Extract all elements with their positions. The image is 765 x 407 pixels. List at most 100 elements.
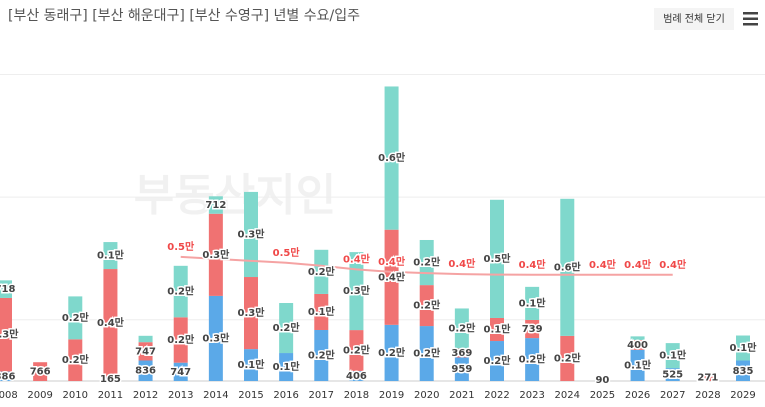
bar-segment: [279, 353, 294, 381]
data-label: 747: [135, 346, 156, 357]
data-label: 0.2만: [519, 353, 547, 366]
data-label: 165: [100, 374, 121, 385]
bar-segment: [525, 286, 540, 320]
x-tick-label: 2010: [63, 390, 88, 401]
bar-segment: [138, 360, 153, 381]
data-label: 0.2만: [62, 353, 90, 366]
data-label: 0.3만: [238, 227, 266, 240]
bar-segment: [173, 317, 188, 363]
data-label: 406: [346, 371, 367, 382]
bar-segment: [208, 213, 223, 296]
x-tick-label: 2009: [27, 390, 52, 401]
bar-segment: [349, 252, 364, 331]
x-tick-label: 2013: [168, 390, 193, 401]
bar-segment: [525, 319, 540, 339]
legend-toggle-label[interactable]: 범례 전체 닫기: [663, 13, 725, 25]
x-tick-label: 2022: [484, 390, 509, 401]
data-label: 747: [170, 367, 191, 378]
data-label: 0.4만: [378, 270, 406, 283]
x-tick-label: 2024: [555, 390, 580, 401]
data-label: 0.3만: [202, 331, 230, 344]
menu-icon[interactable]: [743, 12, 758, 26]
data-label: 0.5만: [484, 252, 512, 265]
x-tick-label: 2011: [98, 390, 123, 401]
x-tick-label: 2016: [273, 390, 298, 401]
x-tick-label: 2026: [625, 390, 650, 401]
bar-segment: [68, 296, 83, 340]
x-tick-label: 2019: [379, 390, 404, 401]
x-tick-label: 2028: [695, 390, 720, 401]
bar-segment: [103, 269, 118, 377]
legend-toggle-button[interactable]: [654, 8, 734, 30]
bar-segment: [490, 317, 504, 342]
data-label: 0.2만: [413, 347, 441, 360]
bar-segment: [630, 349, 645, 381]
bar-segment: [736, 360, 750, 381]
data-label: 0.2만: [413, 299, 441, 312]
data-label: 0.2만: [62, 311, 90, 324]
data-label: 0.2만: [308, 265, 336, 278]
bar-segment: [244, 191, 258, 278]
data-label: 0.1만: [519, 296, 547, 309]
bar-segment: [560, 198, 575, 336]
bar-segment: [490, 341, 504, 381]
x-tick-label: 2008: [0, 390, 18, 401]
x-tick-label: 2020: [414, 390, 439, 401]
x-tick-label: 2025: [590, 390, 615, 401]
bar-segment: [138, 342, 153, 361]
data-label: 0.6만: [378, 151, 406, 164]
bar-segment: [349, 371, 364, 381]
bar-segment: [173, 265, 188, 318]
data-label: 712: [205, 200, 226, 211]
bar-segment: [103, 376, 118, 381]
data-label: 0.2만: [554, 351, 582, 364]
data-label: 90: [595, 375, 609, 386]
bar-segment: [103, 242, 118, 270]
bar-segment: [0, 371, 12, 381]
data-label: 0.2만: [448, 321, 476, 334]
data-label: 0.2만: [167, 333, 195, 346]
bar-segment: [173, 362, 188, 381]
data-label: 0.1만: [484, 323, 512, 336]
chart-title: [부산 동래구] [부산 해운대구] [부산 수영구] 년별 수요/입주: [8, 8, 360, 24]
x-tick-label: 2021: [449, 390, 474, 401]
data-label: 369: [451, 348, 472, 359]
data-label: 0.2만: [378, 346, 406, 359]
bar-segment: [208, 295, 223, 381]
data-label: 0.3만: [202, 248, 230, 261]
bar-segment: [384, 86, 399, 230]
bar-segment: [454, 308, 469, 349]
data-label: 0.4만: [97, 316, 125, 329]
bar-segment: [419, 285, 434, 327]
bar-segment: [560, 335, 575, 381]
data-label: 0.1만: [730, 341, 758, 354]
data-label: 0.1만: [97, 249, 125, 262]
data-label: 0.6만: [554, 260, 582, 273]
line-label: 0.5만: [167, 240, 195, 253]
data-label: 0.1만: [659, 349, 687, 362]
x-tick-label: 2027: [660, 390, 685, 401]
data-label: 0.1만: [273, 360, 301, 373]
line-label: 0.4만: [659, 258, 687, 271]
data-label: 0.2만: [308, 348, 336, 361]
data-label: 739: [522, 324, 543, 335]
bar-segment: [244, 277, 258, 350]
data-label: 0.1만: [238, 358, 266, 371]
data-label: 0.3만: [0, 328, 19, 341]
data-label: 0.2만: [273, 321, 301, 334]
data-label: 0.2만: [343, 344, 371, 357]
bar-segment: [33, 362, 48, 381]
bar-segment: [665, 343, 680, 369]
data-label: 836: [135, 366, 156, 377]
bar-segment: [454, 348, 469, 358]
bar-segment: [244, 349, 258, 381]
bar-segment: [0, 280, 12, 298]
bar-segment: [279, 303, 294, 354]
x-tick-label: 2015: [238, 390, 263, 401]
bar-segment: [138, 335, 153, 343]
bar-segment: [736, 335, 750, 361]
data-label: 386: [0, 371, 15, 382]
bar-segment: [630, 340, 645, 350]
bar-segment: [208, 196, 223, 214]
